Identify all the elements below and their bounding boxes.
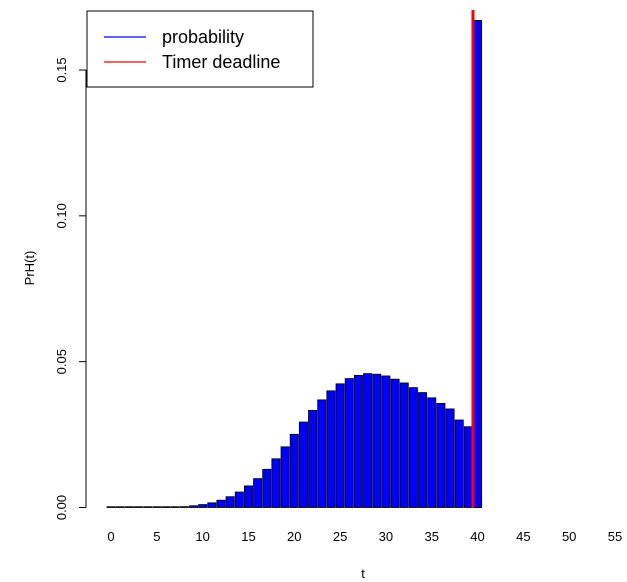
legend-label: Timer deadline (162, 52, 280, 72)
legend: probability Timer deadline (86, 10, 314, 88)
bar (161, 506, 171, 508)
bar (427, 397, 437, 508)
bar (317, 399, 327, 508)
y-tick-label: 0.00 (54, 495, 69, 520)
bar (390, 378, 400, 508)
bar (363, 373, 373, 508)
bar (262, 468, 272, 508)
x-tick-label: 45 (516, 529, 530, 544)
bars-group (106, 10, 483, 508)
y-tick-label: 0.15 (54, 57, 69, 82)
bar (143, 506, 153, 508)
x-tick-label: 35 (424, 529, 438, 544)
x-tick-label: 55 (608, 529, 622, 544)
bar (473, 20, 483, 508)
legend-label: probability (162, 27, 244, 47)
bar (179, 506, 189, 508)
bar (106, 506, 116, 508)
x-tick-label: 25 (333, 529, 347, 544)
y-tick-label: 0.05 (54, 349, 69, 374)
y-tick-label: 0.10 (54, 203, 69, 228)
bar (124, 506, 134, 508)
bar (216, 499, 226, 508)
bar (436, 402, 446, 508)
legend-box (86, 10, 314, 88)
x-tick-label: 50 (562, 529, 576, 544)
bar (463, 426, 473, 508)
x-tick-label: 0 (107, 529, 114, 544)
bar (134, 506, 143, 508)
bar (289, 433, 299, 508)
bar (381, 375, 391, 508)
bar (198, 504, 208, 508)
bar (418, 392, 428, 508)
bar (372, 373, 382, 508)
bar (207, 502, 217, 508)
y-axis-title: PrH(t) (22, 251, 37, 286)
bar (188, 505, 198, 508)
bar (335, 383, 345, 508)
bar (445, 408, 455, 508)
x-tick-label: 5 (153, 529, 160, 544)
x-axis-title: t (361, 566, 365, 581)
bar (298, 421, 308, 508)
x-axis: 0 5 10 15 20 25 30 35 40 45 50 55 (107, 529, 622, 544)
bar (408, 387, 418, 508)
bar (170, 506, 180, 508)
bar (243, 485, 253, 508)
bar (280, 446, 290, 508)
bar (308, 409, 318, 508)
x-tick-label: 30 (379, 529, 393, 544)
x-tick-label: 15 (241, 529, 255, 544)
bar (234, 491, 244, 508)
bar (253, 478, 263, 508)
bar (454, 419, 464, 508)
bar (353, 374, 363, 508)
bar (326, 390, 336, 508)
bar (271, 458, 281, 508)
bar (399, 382, 409, 508)
x-tick-label: 20 (287, 529, 301, 544)
x-tick-label: 10 (195, 529, 209, 544)
bar (344, 378, 354, 508)
bar (115, 506, 125, 508)
y-axis: 0.00 0.05 0.10 0.15 (54, 57, 87, 520)
x-tick-label: 40 (470, 529, 484, 544)
bar (152, 506, 162, 508)
bar (225, 496, 235, 508)
